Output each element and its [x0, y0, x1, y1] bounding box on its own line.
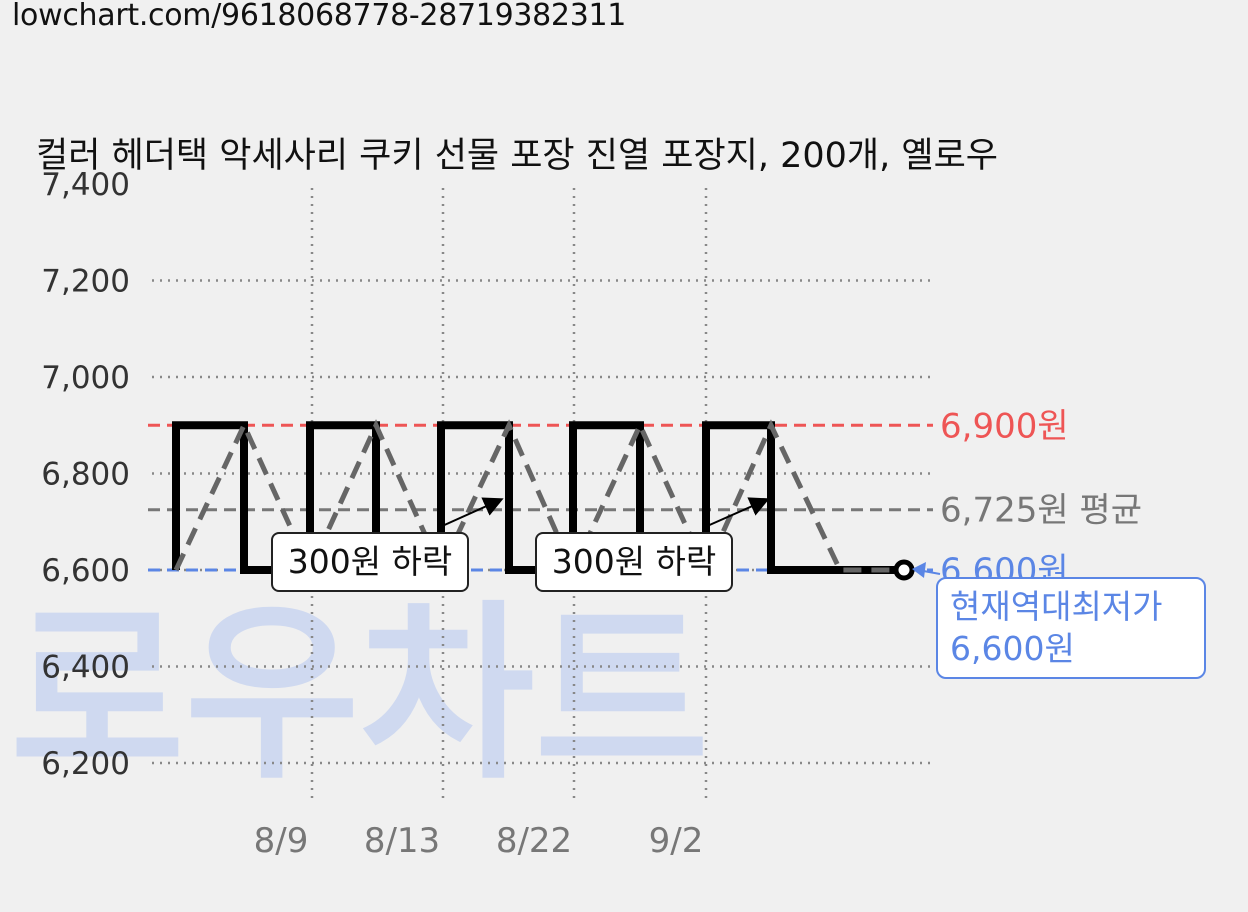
x-tick-label: 8/9 — [254, 821, 309, 861]
y-axis-ticks: 7,400 7,200 7,000 6,800 6,600 6,400 6,200 — [41, 167, 130, 782]
grid — [152, 188, 933, 803]
y-tick-label: 7,000 — [41, 360, 130, 396]
x-tick-label: 8/13 — [364, 821, 440, 861]
x-tick-label: 9/2 — [649, 821, 704, 861]
y-tick-label: 7,400 — [41, 167, 130, 203]
annotation-arrow — [704, 497, 770, 528]
reference-label: 6,900원 — [940, 406, 1069, 446]
current-label: 현재역대최저가 — [950, 587, 1163, 626]
page-url: lowchart.com/9618068778-28719382311 — [12, 0, 627, 33]
y-tick-label: 6,200 — [41, 746, 130, 782]
y-tick-label: 6,600 — [41, 553, 130, 589]
current-pointer-head — [912, 562, 926, 578]
annotations: 300원 하락 300원 하락 — [271, 497, 770, 592]
annotation-box — [271, 532, 469, 592]
y-tick-label: 6,800 — [41, 457, 130, 493]
y-tick-label: 7,200 — [41, 264, 130, 300]
current-value: 6,600원 — [950, 629, 1075, 668]
watermark: 로우차트 — [10, 584, 709, 805]
annotation-arrow — [439, 497, 504, 528]
x-tick-label: 8/22 — [496, 821, 572, 861]
x-axis-ticks: 8/9 8/13 8/22 9/2 — [254, 821, 704, 861]
current-point — [893, 559, 915, 581]
chart-title: 컬러 헤더택 악세사리 쿠키 선물 포장 진열 포장지, 200개, 옐로우 — [36, 136, 998, 176]
annotation-text: 300원 하락 — [552, 542, 717, 581]
current-box — [936, 577, 1206, 679]
y-tick-label: 6,400 — [41, 650, 130, 686]
annotation-text: 300원 하락 — [288, 542, 453, 581]
annotation-box — [535, 532, 733, 592]
reference-label: 6,725원 평균 — [940, 491, 1142, 531]
